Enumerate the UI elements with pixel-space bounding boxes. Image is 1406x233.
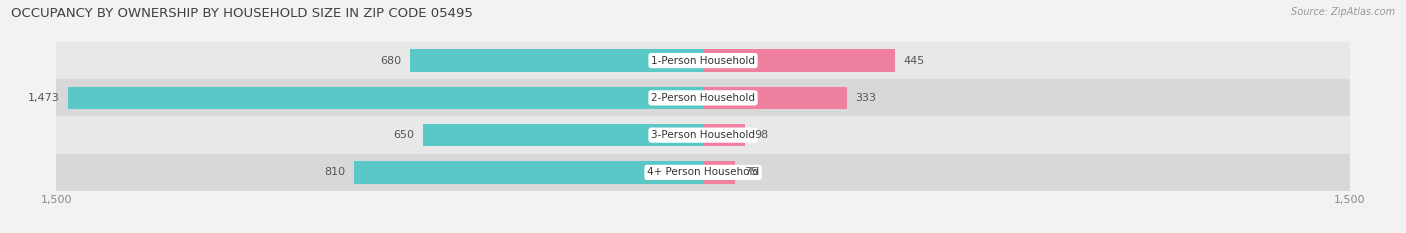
Text: 4+ Person Household: 4+ Person Household <box>647 168 759 177</box>
Text: 75: 75 <box>744 168 758 177</box>
Text: 1-Person Household: 1-Person Household <box>651 56 755 65</box>
Bar <box>56 42 1350 79</box>
Bar <box>703 124 745 146</box>
Text: OCCUPANCY BY OWNERSHIP BY HOUSEHOLD SIZE IN ZIP CODE 05495: OCCUPANCY BY OWNERSHIP BY HOUSEHOLD SIZE… <box>11 7 474 20</box>
Text: 1,473: 1,473 <box>28 93 59 103</box>
Text: 333: 333 <box>855 93 876 103</box>
Text: 680: 680 <box>380 56 401 65</box>
Text: 3-Person Household: 3-Person Household <box>651 130 755 140</box>
Bar <box>67 87 703 109</box>
Bar <box>409 49 703 72</box>
Text: 650: 650 <box>394 130 415 140</box>
Bar <box>56 79 1350 116</box>
Text: 98: 98 <box>754 130 768 140</box>
Text: 810: 810 <box>323 168 344 177</box>
Bar <box>703 87 846 109</box>
Bar <box>56 116 1350 154</box>
Bar <box>703 161 735 184</box>
Bar <box>703 49 894 72</box>
Text: 445: 445 <box>904 56 925 65</box>
Text: Source: ZipAtlas.com: Source: ZipAtlas.com <box>1291 7 1395 17</box>
Bar <box>423 124 703 146</box>
Text: 2-Person Household: 2-Person Household <box>651 93 755 103</box>
Bar <box>354 161 703 184</box>
Bar <box>56 154 1350 191</box>
